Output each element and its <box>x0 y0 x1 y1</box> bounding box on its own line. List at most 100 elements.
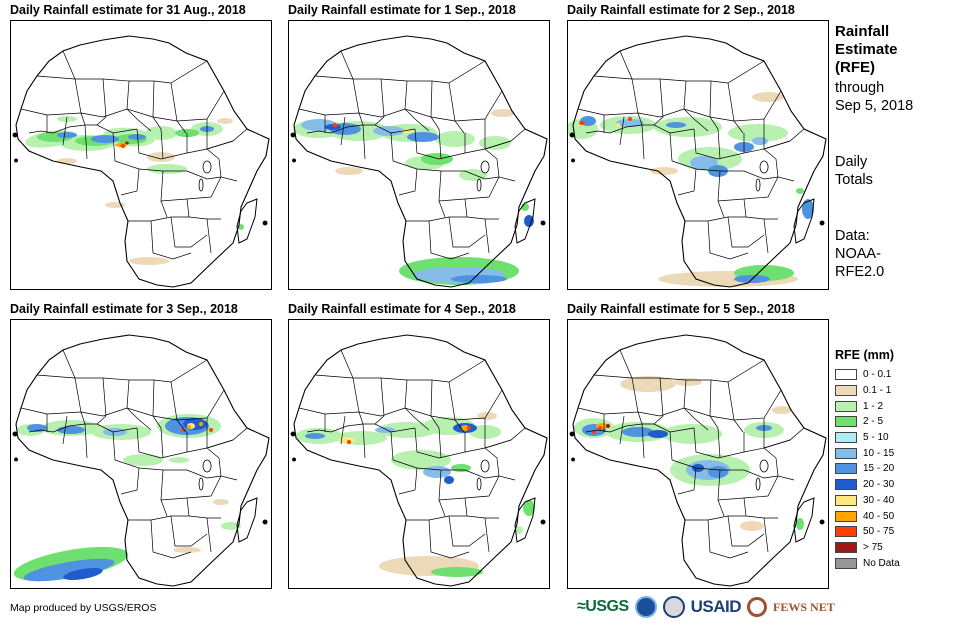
lake-outline <box>202 459 212 473</box>
border-line <box>160 198 190 218</box>
lake-outline <box>480 459 490 473</box>
border-line <box>374 78 385 126</box>
border-line <box>448 216 490 254</box>
border-line <box>114 459 222 479</box>
border-line <box>62 349 86 425</box>
rain-patch <box>796 188 804 194</box>
legend-swatch <box>835 400 857 412</box>
usgs-logo: ≈USGS <box>577 598 629 615</box>
coastline <box>572 35 827 288</box>
border-line <box>727 381 744 433</box>
legend: RFE (mm) 0 - 0.1 0.1 - 1 1 - 2 2 - 5 5 -… <box>835 348 955 571</box>
fews-net-logo: FEWS NET <box>773 599 835 614</box>
rain-patch <box>622 427 654 437</box>
island-outline <box>14 457 18 462</box>
border-line <box>683 379 709 431</box>
madagascar-outline <box>793 497 815 543</box>
legend-swatch <box>835 447 857 459</box>
rain-patch <box>451 464 471 472</box>
island-outline <box>819 220 825 226</box>
panel-title: Daily Rainfall estimate for 4 Sep., 2018 <box>288 302 516 316</box>
rain-patch <box>728 124 788 142</box>
border-line <box>96 377 107 425</box>
border-line <box>685 216 778 222</box>
rain-patch <box>335 167 363 175</box>
border-line <box>152 379 162 429</box>
border-line <box>46 115 116 162</box>
border-line <box>28 423 138 433</box>
rain-patch <box>752 137 768 145</box>
rain-patch <box>479 136 511 150</box>
border-line <box>484 148 516 182</box>
panel-title: Daily Rainfall estimate for 31 Aug., 201… <box>10 3 246 17</box>
border-line <box>170 82 187 134</box>
border-line <box>96 78 107 126</box>
map-credit: Map produced by USGS/EROS <box>10 602 157 614</box>
lake-outline <box>476 178 482 192</box>
legend-item: 0.1 - 1 <box>835 383 955 399</box>
rain-patch <box>221 522 241 530</box>
madagascar-outline <box>793 198 815 244</box>
border-line <box>128 515 221 521</box>
legend-item: > 75 <box>835 540 955 556</box>
rainfall-layer <box>574 376 804 531</box>
rain-patch <box>796 518 804 530</box>
border-line <box>577 90 782 122</box>
legend-swatch <box>835 557 857 569</box>
rainfall-map <box>10 20 272 290</box>
island-outline <box>569 431 575 437</box>
border-line <box>306 124 416 134</box>
usaid-logo: USAID <box>690 597 742 616</box>
rain-patch <box>708 466 728 478</box>
country-borders <box>12 35 270 288</box>
panel-title: Daily Rainfall estimate for 5 Sep., 2018 <box>567 302 795 316</box>
madagascar-outline <box>514 497 536 543</box>
border-line <box>577 389 782 421</box>
legend-swatch <box>835 479 857 491</box>
rainfall-layer <box>13 414 241 582</box>
rain-patch <box>648 430 668 438</box>
island-outline <box>571 158 575 163</box>
legend-swatch <box>835 510 857 522</box>
rain-patch <box>598 426 602 430</box>
border-line <box>709 379 719 429</box>
legend-item: 10 - 15 <box>835 445 955 461</box>
border-line <box>152 80 162 130</box>
rain-patch <box>57 158 77 164</box>
border-line <box>406 515 499 521</box>
border-line <box>46 414 116 461</box>
rain-patch <box>467 426 471 430</box>
rain-patch <box>173 547 201 553</box>
border-line <box>120 467 222 501</box>
rainfall-map <box>288 319 550 589</box>
rain-patch <box>199 422 203 426</box>
rain-patch <box>628 117 632 121</box>
rainfall-layer <box>568 92 814 287</box>
legend-swatch <box>835 385 857 397</box>
border-line <box>428 519 470 559</box>
rain-patch <box>183 418 207 430</box>
border-line <box>717 198 747 218</box>
rain-patch <box>666 122 686 128</box>
border-line <box>150 519 192 559</box>
island-outline <box>12 132 18 138</box>
island-outline <box>292 158 296 163</box>
border-line <box>20 389 225 421</box>
legend-item: 40 - 50 <box>835 508 955 524</box>
legend-swatch <box>835 432 857 444</box>
border-line <box>206 148 238 182</box>
border-line <box>126 379 152 431</box>
rain-patch <box>444 476 454 484</box>
border-line <box>685 515 778 521</box>
country-borders <box>569 334 827 587</box>
border-line <box>392 459 500 479</box>
rain-patch <box>431 567 483 577</box>
border-line <box>727 515 769 553</box>
border-line <box>298 389 503 421</box>
madagascar-outline <box>236 497 258 543</box>
border-line <box>128 216 221 222</box>
rain-patch <box>373 126 405 136</box>
island-outline <box>540 220 546 226</box>
border-line <box>314 359 486 383</box>
legend-swatch <box>835 541 857 553</box>
